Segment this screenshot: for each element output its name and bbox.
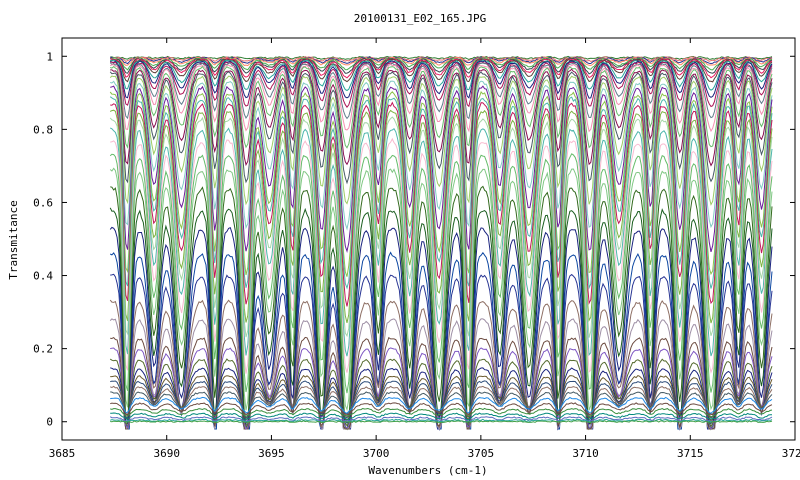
- series-line: [110, 185, 773, 431]
- x-tick-label: 3695: [258, 447, 285, 460]
- series-line: [109, 251, 773, 430]
- y-tick-label: 0: [46, 416, 53, 429]
- y-tick-label: 0.4: [33, 270, 53, 283]
- y-tick-label: 0.8: [33, 123, 53, 136]
- x-tick-label: 3715: [677, 447, 704, 460]
- series-line: [110, 58, 773, 79]
- series-line: [109, 127, 773, 357]
- series-line: [110, 407, 773, 418]
- series-line: [110, 61, 773, 109]
- x-tick-label: 3700: [363, 447, 390, 460]
- x-tick-label: 3710: [572, 447, 599, 460]
- y-tick-label: 0.6: [33, 196, 53, 209]
- series-line: [109, 75, 773, 206]
- x-tick-label: 3685: [49, 447, 76, 460]
- series-line: [109, 167, 773, 412]
- series-line: [110, 367, 773, 425]
- series-line: [110, 420, 773, 424]
- series-layer: [109, 55, 773, 431]
- series-line: [110, 80, 773, 231]
- series-line: [109, 63, 773, 133]
- series-line: [109, 318, 773, 431]
- series-line: [109, 416, 773, 423]
- series-line: [109, 62, 773, 120]
- y-tick-label: 0.2: [33, 343, 53, 356]
- series-line: [110, 402, 773, 416]
- series-line: [110, 56, 773, 67]
- series-line: [110, 391, 773, 416]
- x-tick-label: 3690: [153, 447, 180, 460]
- y-tick-label: 1: [46, 50, 53, 63]
- series-line: [110, 58, 773, 83]
- x-tick-label: 3705: [468, 447, 495, 460]
- series-line: [110, 396, 773, 414]
- y-axis-label: Transmitance: [7, 200, 20, 279]
- series-line: [110, 85, 773, 253]
- series-line: [109, 71, 773, 185]
- series-line: [110, 418, 773, 423]
- series-line: [110, 59, 773, 92]
- series-line: [109, 116, 773, 338]
- series-line: [110, 68, 773, 167]
- series-line: [109, 153, 773, 394]
- series-line: [110, 412, 772, 421]
- series-line: [110, 65, 773, 149]
- series-line: [109, 207, 773, 430]
- chart-title: 20100131_E02_165.JPG: [354, 12, 486, 25]
- series-line: [110, 55, 773, 60]
- plot-frame: [61, 37, 796, 441]
- series-line: [110, 137, 773, 374]
- x-axis-label: Wavenumbers (cm-1): [368, 464, 487, 477]
